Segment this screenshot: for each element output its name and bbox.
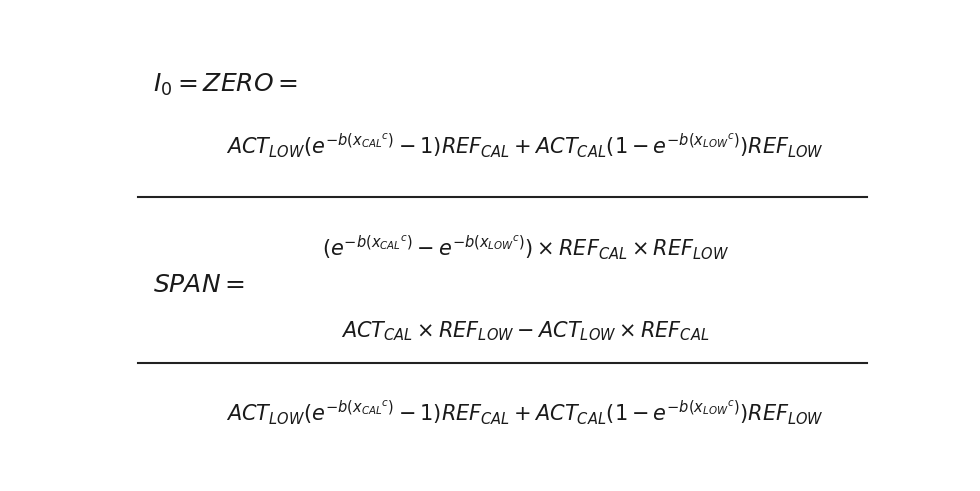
Text: $\left(e^{-b(x_{CAL}{}^{c})}-e^{-b(x_{LOW}{}^{c})}\right)\times \mathit{REF_{CAL: $\left(e^{-b(x_{CAL}{}^{c})}-e^{-b(x_{LO… bbox=[321, 234, 728, 262]
Text: $\mathit{I_0 = ZERO =}$: $\mathit{I_0 = ZERO =}$ bbox=[153, 72, 298, 99]
Text: $\mathit{ACT_{LOW}}\left(e^{-b(x_{CAL}{}^{c})}-1\right)\mathit{REF_{CAL}}+\mathi: $\mathit{ACT_{LOW}}\left(e^{-b(x_{CAL}{}… bbox=[226, 132, 824, 160]
Text: $\mathit{ACT_{LOW}}\left(e^{-b(x_{CAL}{}^{c})}-1\right)\mathit{REF_{CAL}}+\mathi: $\mathit{ACT_{LOW}}\left(e^{-b(x_{CAL}{}… bbox=[226, 398, 824, 427]
Text: $\mathit{SPAN =}$: $\mathit{SPAN =}$ bbox=[153, 274, 245, 297]
Text: $\mathit{ACT_{CAL}}\times \mathit{REF_{LOW}}-\mathit{ACT_{LOW}}\times \mathit{RE: $\mathit{ACT_{CAL}}\times \mathit{REF_{L… bbox=[341, 319, 710, 343]
